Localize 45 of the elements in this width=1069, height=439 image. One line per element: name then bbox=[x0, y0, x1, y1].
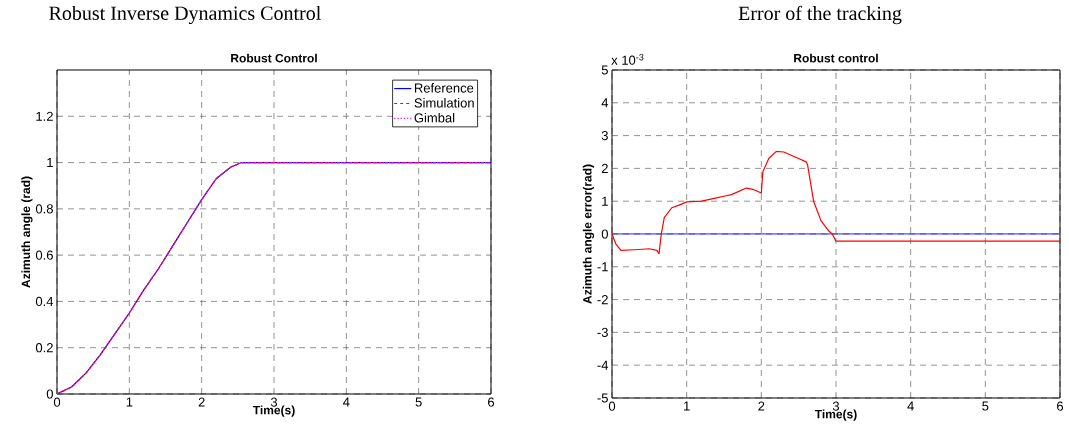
x-axis-title: Time(s) bbox=[814, 409, 857, 421]
y-tick-label: 3 bbox=[601, 130, 608, 141]
x-tick-label: 0 bbox=[53, 397, 61, 407]
y-axis-title: Azimuth angle error(rad) bbox=[582, 164, 595, 304]
y-tick-label: -5 bbox=[597, 393, 608, 403]
x-tick-label: 2 bbox=[758, 401, 765, 411]
x-tick-label: 6 bbox=[488, 397, 495, 407]
x-tick-label: 0 bbox=[608, 401, 616, 411]
chart-title: Robust Inverse Dynamics Control bbox=[49, 5, 321, 25]
y-tick-label: 5 bbox=[601, 65, 608, 75]
x-tick-label: 1 bbox=[684, 401, 690, 411]
x-tick-label: 5 bbox=[982, 401, 989, 411]
y-tick-label: 0.2 bbox=[35, 343, 53, 353]
x-tick-label: 3 bbox=[832, 401, 840, 411]
x-tick-label: 6 bbox=[1057, 401, 1064, 411]
x-tick-label: 1 bbox=[126, 397, 133, 407]
x-tick-label: 4 bbox=[907, 401, 914, 411]
y-tick-label: 0.6 bbox=[35, 250, 53, 260]
x-tick-label: 4 bbox=[343, 397, 350, 407]
y-tick-label: 2 bbox=[601, 163, 608, 173]
y-tick-label: -2 bbox=[597, 295, 608, 305]
legend-label: Gimbal bbox=[414, 112, 455, 123]
chart-subtitle: Robust control bbox=[794, 53, 878, 63]
x-tick-label: 2 bbox=[198, 397, 205, 407]
y-tick-label: 1 bbox=[602, 196, 608, 206]
y-axis-title: Azimuth angle (rad) bbox=[21, 176, 33, 288]
text: x 10$^{-3}$ bbox=[611, 53, 644, 65]
y-tick-label: -3 bbox=[597, 327, 608, 337]
y-tick-label: 1.2 bbox=[36, 111, 53, 121]
x-axis-title: Time(s) bbox=[252, 405, 295, 417]
legend-label: Simulation bbox=[414, 98, 474, 108]
y-tick-label: -1 bbox=[597, 262, 608, 272]
line-series bbox=[612, 150, 1060, 255]
y-tick-label: 0 bbox=[46, 389, 53, 399]
chart-title: Error of the tracking bbox=[738, 5, 902, 25]
y-tick-label: 1 bbox=[47, 158, 53, 168]
legend-label: Reference bbox=[414, 83, 474, 93]
y-tick-label: 0.8 bbox=[35, 204, 53, 214]
chart-subtitle: Robust Control bbox=[231, 53, 317, 63]
x-tick-label: 3 bbox=[270, 397, 278, 407]
y-tick-label: 0 bbox=[601, 229, 608, 239]
y-tick-label: 4 bbox=[601, 98, 609, 108]
x-tick-label: 5 bbox=[415, 397, 422, 407]
y-tick-label: -4 bbox=[597, 360, 609, 370]
y-tick-label: 0.4 bbox=[35, 296, 54, 307]
